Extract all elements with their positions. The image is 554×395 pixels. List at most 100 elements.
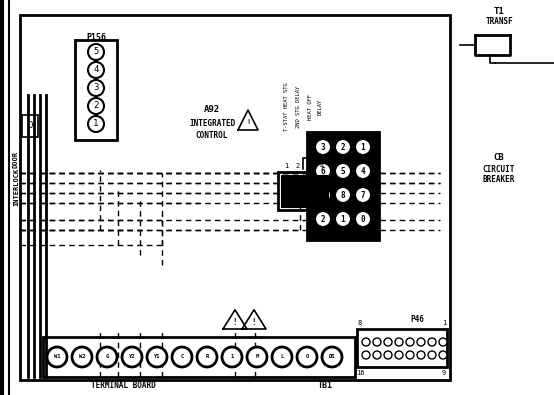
Circle shape xyxy=(335,139,351,155)
Text: G: G xyxy=(105,354,109,359)
Text: C: C xyxy=(181,354,183,359)
Text: 4: 4 xyxy=(93,66,99,75)
Circle shape xyxy=(97,347,117,367)
Circle shape xyxy=(428,338,436,346)
Circle shape xyxy=(406,351,414,359)
Text: CB: CB xyxy=(494,154,504,162)
Circle shape xyxy=(428,351,436,359)
Circle shape xyxy=(172,347,192,367)
Circle shape xyxy=(197,347,217,367)
Bar xyxy=(20,15,450,380)
Circle shape xyxy=(315,211,331,227)
Text: 2: 2 xyxy=(296,163,300,169)
Text: TERMINAL BOARD: TERMINAL BOARD xyxy=(91,380,155,389)
Text: 5: 5 xyxy=(93,47,99,56)
Text: 2: 2 xyxy=(341,143,345,152)
Bar xyxy=(305,175,316,207)
Text: 1: 1 xyxy=(230,354,234,359)
Text: P156: P156 xyxy=(86,32,106,41)
Text: DS: DS xyxy=(329,354,335,359)
Text: 9: 9 xyxy=(321,190,325,199)
Text: 7: 7 xyxy=(361,190,365,199)
Text: 2: 2 xyxy=(93,102,99,111)
Text: 1: 1 xyxy=(361,143,365,152)
Circle shape xyxy=(315,187,331,203)
Text: TB1: TB1 xyxy=(317,380,332,389)
Circle shape xyxy=(439,338,447,346)
Circle shape xyxy=(88,116,104,132)
Text: 3: 3 xyxy=(321,143,325,152)
Circle shape xyxy=(272,347,292,367)
Text: A92: A92 xyxy=(204,105,220,115)
Circle shape xyxy=(417,351,425,359)
Text: HEAT OFF: HEAT OFF xyxy=(309,94,314,120)
Bar xyxy=(43,337,355,377)
Bar xyxy=(307,132,379,240)
Circle shape xyxy=(315,139,331,155)
Circle shape xyxy=(315,163,331,179)
Circle shape xyxy=(88,80,104,96)
Circle shape xyxy=(88,98,104,114)
Text: 5: 5 xyxy=(341,167,345,175)
Text: W2: W2 xyxy=(79,354,85,359)
Text: Y1: Y1 xyxy=(154,354,160,359)
Text: 8: 8 xyxy=(358,320,362,326)
Polygon shape xyxy=(238,110,258,130)
Text: TRANSF: TRANSF xyxy=(485,17,513,26)
Circle shape xyxy=(122,347,142,367)
Text: 9: 9 xyxy=(442,370,446,376)
Polygon shape xyxy=(223,310,247,329)
Text: L: L xyxy=(280,354,284,359)
Text: 4: 4 xyxy=(320,163,324,169)
Text: O: O xyxy=(27,122,33,130)
Text: W1: W1 xyxy=(54,354,60,359)
Text: DELAY: DELAY xyxy=(317,99,322,115)
Text: 0: 0 xyxy=(361,214,365,224)
Text: P58: P58 xyxy=(283,181,297,190)
Text: BREAKER: BREAKER xyxy=(483,175,515,184)
Text: !: ! xyxy=(252,318,257,327)
Circle shape xyxy=(222,347,242,367)
Circle shape xyxy=(88,62,104,78)
Circle shape xyxy=(72,347,92,367)
Circle shape xyxy=(88,44,104,60)
Circle shape xyxy=(417,338,425,346)
Text: P46: P46 xyxy=(410,316,424,325)
Circle shape xyxy=(373,338,381,346)
Bar xyxy=(278,172,336,210)
Bar xyxy=(281,175,292,207)
Bar xyxy=(357,329,447,367)
Text: 3: 3 xyxy=(308,163,312,169)
Bar xyxy=(317,175,328,207)
Text: 1: 1 xyxy=(341,214,345,224)
Text: 1: 1 xyxy=(442,320,446,326)
Text: 1: 1 xyxy=(93,120,99,128)
Circle shape xyxy=(297,347,317,367)
Text: CONTROL: CONTROL xyxy=(196,130,228,139)
Circle shape xyxy=(335,211,351,227)
Circle shape xyxy=(335,163,351,179)
Circle shape xyxy=(395,351,403,359)
Bar xyxy=(75,40,117,140)
Text: M: M xyxy=(255,354,259,359)
Circle shape xyxy=(355,163,371,179)
Text: R: R xyxy=(206,354,209,359)
Text: DOOR: DOOR xyxy=(13,152,19,169)
Polygon shape xyxy=(242,310,266,329)
Text: 1: 1 xyxy=(284,163,288,169)
Text: INTEGRATED: INTEGRATED xyxy=(189,120,235,128)
Text: 3: 3 xyxy=(93,83,99,92)
Circle shape xyxy=(384,351,392,359)
Bar xyxy=(293,175,304,207)
Text: 6: 6 xyxy=(321,167,325,175)
Circle shape xyxy=(247,347,267,367)
Text: 4: 4 xyxy=(361,167,365,175)
Circle shape xyxy=(362,351,370,359)
Circle shape xyxy=(355,139,371,155)
Text: 16: 16 xyxy=(356,370,364,376)
Text: T1: T1 xyxy=(494,8,504,17)
Circle shape xyxy=(395,338,403,346)
Text: 2ND STG DELAY: 2ND STG DELAY xyxy=(296,86,301,128)
Text: 2: 2 xyxy=(321,214,325,224)
Circle shape xyxy=(147,347,167,367)
